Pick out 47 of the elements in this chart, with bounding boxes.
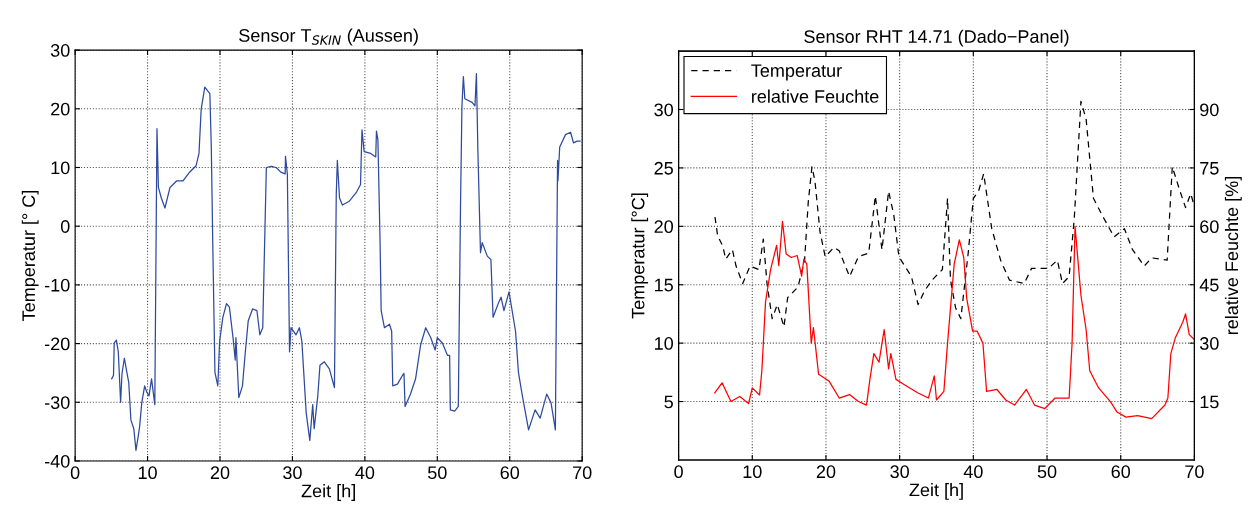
chart-title: Sensor T$_{SKIN}$ (Aussen) (239, 28, 418, 46)
y2-tick-label: 60 (1200, 220, 1219, 234)
x-tick-label: 40 (355, 466, 375, 480)
y-tick-label: 10 (655, 337, 674, 350)
x-tick-label: 10 (138, 466, 157, 480)
y2-axis-title: relative Feuchte [%] (1224, 177, 1242, 335)
y2-tick-label: 75 (1200, 162, 1219, 175)
legend-label: relative Feuchte (752, 89, 879, 103)
x-axis-title: Zeit [h] (909, 483, 963, 500)
chart-title: Sensor RHT 14.71 (Dado−Panel) (804, 29, 1069, 47)
x-tick-label: 20 (816, 465, 836, 479)
x-tick-label: 30 (890, 465, 909, 479)
y-tick-label: 30 (50, 44, 70, 57)
x-tick-label: 60 (500, 466, 520, 480)
line-series (111, 72, 581, 452)
y-tick-label: 15 (655, 278, 673, 292)
y-tick-label: 5 (664, 395, 673, 409)
y-tick-label: 10 (51, 161, 70, 175)
x-tick-label: 70 (1185, 465, 1204, 479)
x-tick-label: 30 (283, 466, 302, 480)
x-tick-label: 0 (70, 466, 80, 480)
x-tick-label: 50 (1037, 465, 1057, 479)
x-axis-title: Zeit [h] (301, 484, 355, 501)
legend-label: Temperatur (751, 64, 842, 81)
x-tick-label: 0 (674, 465, 683, 479)
x-tick-label: 70 (573, 466, 592, 480)
y2-tick-label: 45 (1199, 278, 1219, 292)
y-tick-label: 0 (60, 220, 70, 233)
x-tick-label: 10 (743, 465, 762, 479)
y2-tick-label: 90 (1200, 103, 1219, 117)
y-tick-label: -20 (44, 337, 70, 351)
y-tick-label: -30 (44, 396, 70, 409)
x-tick-label: 50 (427, 466, 447, 480)
y-tick-label: -40 (44, 454, 70, 468)
y-tick-label: 25 (654, 161, 673, 175)
y-axis-title: Temperatur [°C] (631, 193, 649, 319)
y2-tick-label: 30 (1199, 337, 1219, 350)
y-tick-label: 20 (654, 220, 674, 234)
x-tick-label: 60 (1111, 465, 1131, 479)
y-axis-title: Temperatur [° C] (21, 190, 39, 321)
y-tick-label: 20 (51, 102, 70, 116)
y2-tick-label: 15 (1200, 395, 1219, 409)
y-tick-label: 30 (654, 103, 674, 117)
line-series (714, 220, 1195, 420)
x-tick-label: 40 (963, 465, 983, 479)
x-tick-label: 20 (210, 466, 230, 480)
y-tick-label: -10 (44, 278, 70, 292)
